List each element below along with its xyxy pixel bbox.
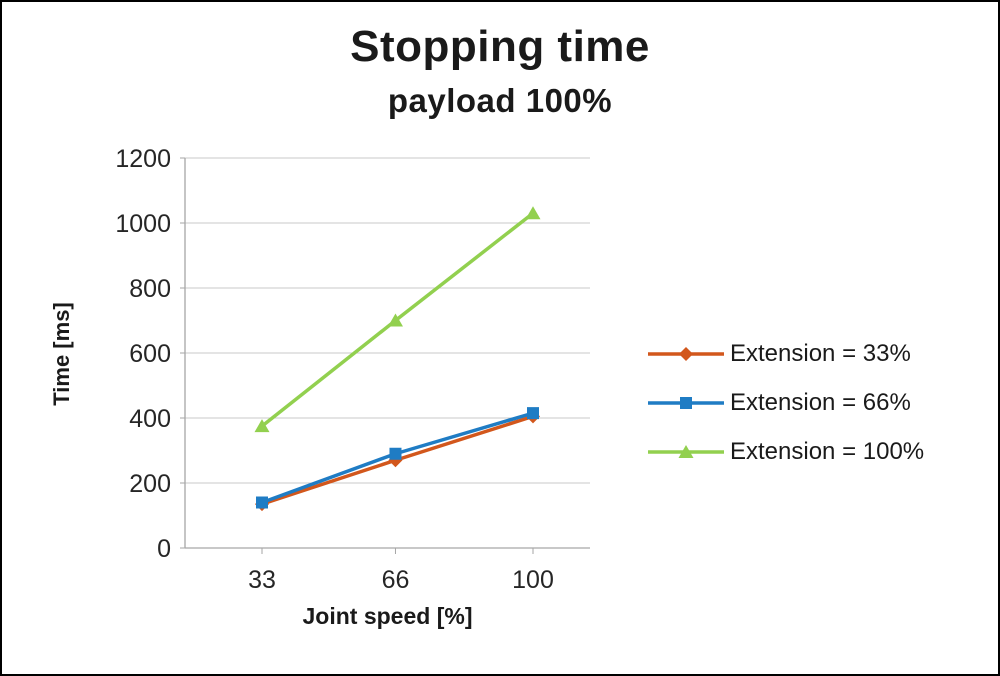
- triangle-marker: [678, 445, 694, 458]
- x-tick-label: 33: [248, 566, 276, 594]
- y-tick-label: 400: [129, 405, 171, 433]
- legend-label: Extension = 33%: [730, 340, 911, 367]
- legend-entry: Extension = 66%: [646, 389, 924, 417]
- legend-entry: Extension = 100%: [646, 438, 924, 466]
- y-tick-label: 1000: [115, 210, 171, 238]
- y-tick-label: 200: [129, 470, 171, 498]
- square-marker: [389, 447, 402, 460]
- square-marker: [527, 407, 539, 420]
- legend-entry: Extension = 33%: [646, 340, 924, 368]
- legend-label: Extension = 66%: [730, 389, 911, 416]
- legend-sample: [648, 397, 724, 409]
- y-tick-label: 600: [129, 340, 171, 368]
- triangle-marker: [525, 206, 541, 220]
- y-axis-label: Time [ms]: [49, 302, 74, 406]
- square-marker: [680, 397, 692, 409]
- legend-sample: [648, 445, 724, 458]
- x-tick-label: 66: [382, 566, 410, 594]
- x-tick-label: 100: [512, 566, 554, 594]
- y-tick-label: 1200: [115, 145, 171, 173]
- square-marker: [256, 496, 268, 509]
- chart-subtitle: payload 100%: [387, 82, 613, 119]
- legend-label: Extension = 100%: [730, 438, 925, 465]
- triangle-marker: [387, 313, 403, 327]
- legend-sample: [648, 347, 724, 361]
- x-axis-label: Joint speed [%]: [302, 603, 473, 629]
- y-tick-label: 800: [129, 275, 171, 303]
- chart-title: Stopping time: [350, 22, 650, 71]
- legend: Extension = 33% Extension = 66% Extension …: [646, 340, 924, 466]
- triangle-marker: [254, 419, 270, 433]
- y-tick-label: 0: [157, 535, 171, 563]
- diamond-marker: [679, 347, 693, 361]
